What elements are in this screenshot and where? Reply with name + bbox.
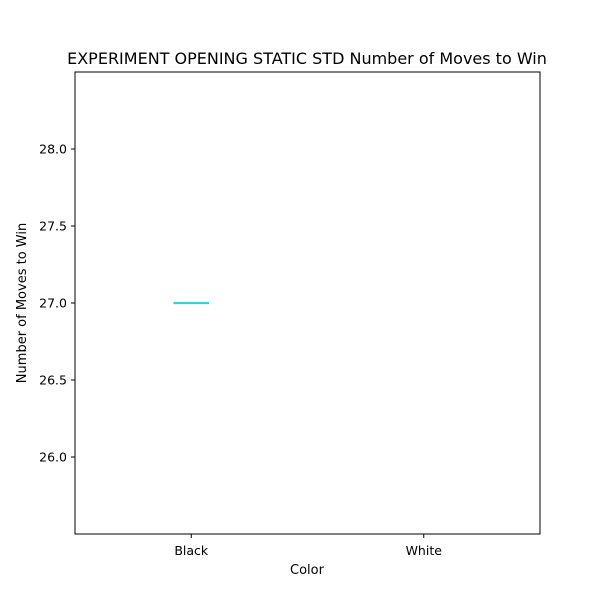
y-tick-label: 27.0 [39, 296, 67, 311]
plot-frame [74, 71, 541, 535]
y-tick-label: 26.0 [39, 450, 67, 465]
y-tick-label: 26.5 [39, 373, 67, 388]
y-tick-label: 28.0 [39, 142, 67, 157]
x-tick-label: Black [174, 543, 209, 558]
x-tick-label: White [406, 543, 443, 558]
y-tick-label: 27.5 [39, 219, 67, 234]
x-axis-label: Color [290, 563, 325, 578]
y-axis-label: Number of Moves to Win [15, 223, 30, 383]
chart-title: EXPERIMENT OPENING STATIC STD Number of … [67, 49, 547, 68]
